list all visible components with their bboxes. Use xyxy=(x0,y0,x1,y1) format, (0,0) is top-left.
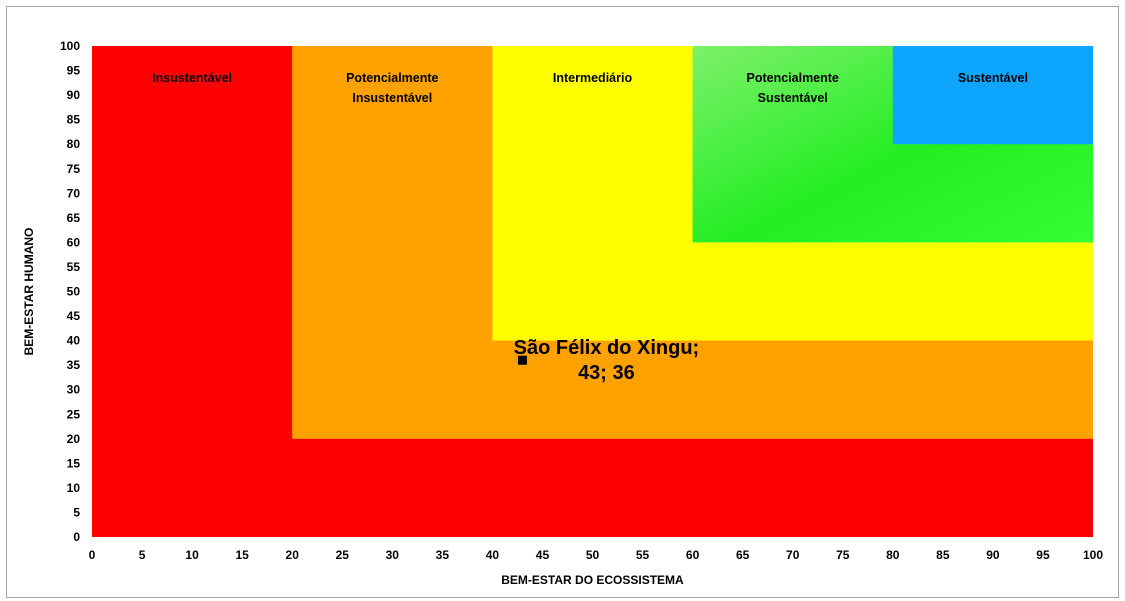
y-axis-title: BEM-ESTAR HUMANO xyxy=(22,228,36,356)
x-tick-label: 90 xyxy=(986,548,1000,562)
x-tick-label: 35 xyxy=(436,548,450,562)
data-point-label-line1: São Félix do Xingu; xyxy=(514,337,700,359)
zone-label-sustentavel: Sustentável xyxy=(958,71,1028,85)
y-tick-label: 55 xyxy=(67,260,81,274)
points-layer: São Félix do Xingu; 43; 36 xyxy=(514,337,700,384)
y-tick-label: 0 xyxy=(73,530,80,544)
y-tick-label: 65 xyxy=(67,211,81,225)
y-tick-label: 20 xyxy=(67,432,81,446)
x-tick-label: 30 xyxy=(386,548,400,562)
data-point-label-line2: 43; 36 xyxy=(578,362,635,384)
x-tick-label: 80 xyxy=(886,548,900,562)
zone-label-intermediario: Intermediário xyxy=(553,71,633,85)
sustainability-barometer-chart: Insustentável Potencialmente Insustentável… xyxy=(22,39,1103,587)
x-tick-label: 70 xyxy=(786,548,800,562)
x-tick-label: 55 xyxy=(636,548,650,562)
zone-label-potencialmente-sustentavel-line2: Sustentável xyxy=(758,91,828,105)
zone-label-potencialmente-insustentavel-line2: Insustentável xyxy=(352,91,432,105)
chart-frame: Insustentável Potencialmente Insustentável… xyxy=(6,6,1119,598)
x-tick-label: 15 xyxy=(235,548,249,562)
x-tick-label: 100 xyxy=(1083,548,1103,562)
x-tick-label: 95 xyxy=(1036,548,1050,562)
ticks-layer: 0 5 10 15 20 25 30 35 40 45 50 55 60 65 70 75 80 85 90 95 10… xyxy=(60,39,1103,562)
y-tick-label: 10 xyxy=(67,481,81,495)
zone-label-insustentavel: Insustentável xyxy=(152,71,232,85)
y-tick-label: 15 xyxy=(67,456,81,470)
data-point-marker xyxy=(517,355,527,365)
y-tick-label: 35 xyxy=(67,358,81,372)
x-tick-label: 0 xyxy=(89,548,96,562)
y-tick-label: 75 xyxy=(67,162,81,176)
x-axis-title: BEM-ESTAR DO ECOSSISTEMA xyxy=(501,573,684,587)
x-tick-label: 45 xyxy=(536,548,550,562)
y-tick-label: 70 xyxy=(67,186,81,200)
y-tick-label: 30 xyxy=(67,383,81,397)
y-tick-label: 95 xyxy=(67,64,81,78)
x-tick-label: 10 xyxy=(185,548,199,562)
zone-label-potencialmente-insustentavel-line1: Potencialmente xyxy=(346,71,438,85)
y-tick-label: 90 xyxy=(67,88,81,102)
y-tick-label: 60 xyxy=(67,235,81,249)
zone-labels-layer: Insustentável Potencialmente Insustentável… xyxy=(152,71,1028,105)
x-tick-label: 50 xyxy=(586,548,600,562)
y-tick-label: 5 xyxy=(73,505,80,519)
x-tick-label: 20 xyxy=(286,548,300,562)
y-tick-label: 45 xyxy=(67,309,81,323)
x-tick-label: 75 xyxy=(836,548,850,562)
x-tick-label: 65 xyxy=(736,548,750,562)
y-tick-label: 100 xyxy=(60,39,80,53)
y-tick-label: 85 xyxy=(67,113,81,127)
x-tick-label: 60 xyxy=(686,548,700,562)
x-tick-label: 25 xyxy=(336,548,350,562)
y-tick-label: 25 xyxy=(67,407,81,421)
zone-label-potencialmente-sustentavel-line1: Potencialmente xyxy=(747,71,839,85)
zones-layer xyxy=(92,46,1093,537)
x-tick-label: 40 xyxy=(486,548,500,562)
zone-sustentavel xyxy=(892,46,1093,145)
y-tick-label: 40 xyxy=(67,334,81,348)
x-tick-label: 5 xyxy=(139,548,146,562)
x-tick-label: 85 xyxy=(936,548,950,562)
y-tick-label: 50 xyxy=(67,285,81,299)
y-tick-label: 80 xyxy=(67,137,81,151)
